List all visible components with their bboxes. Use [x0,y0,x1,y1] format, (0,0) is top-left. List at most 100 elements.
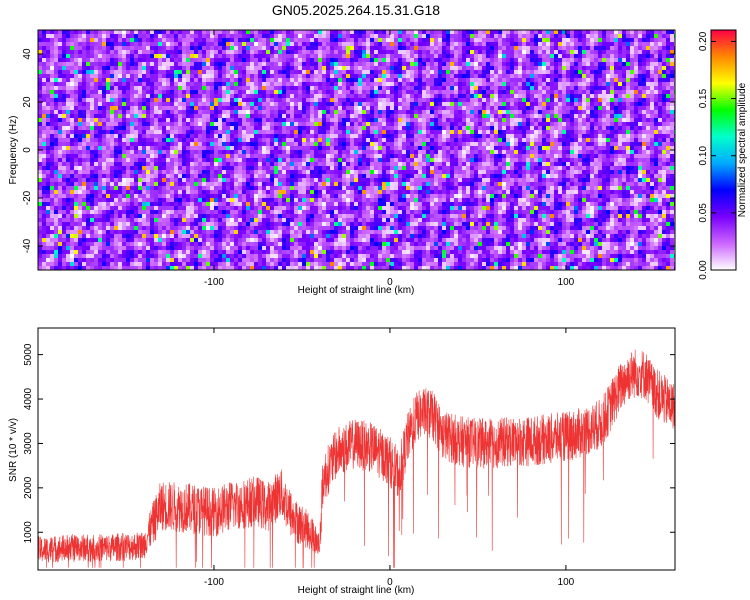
heatmap-cell [422,98,427,103]
heatmap-cell [334,82,339,87]
heatmap-cell [278,102,283,107]
heatmap-cell [270,74,275,79]
heatmap-cell [178,62,183,67]
heatmap-cell [482,146,487,151]
heatmap-cell [510,94,515,99]
heatmap-cell [554,118,559,123]
heatmap-cell [290,58,295,63]
heatmap-cell [226,114,231,119]
heatmap-cell [502,102,507,107]
heatmap-cell [586,142,591,147]
heatmap-cell [210,54,215,59]
heatmap-cell [566,86,571,91]
heatmap-cell [510,30,515,35]
heatmap-cell [610,50,615,55]
heatmap-cell [330,86,335,91]
heatmap-cell [98,34,103,39]
heatmap-cell [630,118,635,123]
heatmap-cell [398,70,403,75]
heatmap-cell [402,38,407,43]
heatmap-cell [122,94,127,99]
heatmap-cell [554,138,559,143]
heatmap-cell [58,78,63,83]
heatmap-cell [150,150,155,155]
heatmap-cell [366,110,371,115]
heatmap-cell [278,90,283,95]
heatmap-cell [450,82,455,87]
heatmap-cell [326,70,331,75]
heatmap-cell [374,114,379,119]
heatmap-cell [206,90,211,95]
heatmap-cell [386,114,391,119]
heatmap-cell [402,114,407,119]
heatmap-cell [650,106,655,111]
heatmap-cell [242,34,247,39]
heatmap-cell [322,70,327,75]
heatmap-cell [282,126,287,131]
heatmap-cell [166,98,171,103]
heatmap-cell [418,58,423,63]
heatmap-cell [438,46,443,51]
heatmap-cell [170,106,175,111]
heatmap-cell [326,86,331,91]
heatmap-cell [362,38,367,43]
heatmap-cell [138,130,143,135]
heatmap-cell [62,110,67,115]
heatmap-cell [74,138,79,143]
heatmap-cell [538,138,543,143]
heatmap-cell [98,74,103,79]
heatmap-cell [574,66,579,71]
heatmap-cell [214,70,219,75]
heatmap-cell [646,86,651,91]
heatmap-cell [534,42,539,47]
heatmap-cell [534,94,539,99]
heatmap-cell [66,130,71,135]
heatmap-cell [58,46,63,51]
heatmap-cell [178,102,183,107]
heatmap-cell [342,150,347,155]
heatmap-cell [446,150,451,155]
heatmap-cell [566,66,571,71]
heatmap-cell [670,122,675,127]
heatmap-cell [42,38,47,43]
heatmap-cell [226,82,231,87]
heatmap-cell [42,122,47,127]
heatmap-cell [546,30,551,35]
heatmap-cell [626,50,631,55]
heatmap-cell [442,66,447,71]
heatmap-cell [634,38,639,43]
heatmap-cell [354,46,359,51]
heatmap-cell [474,122,479,127]
heatmap-cell [550,130,555,135]
heatmap-cell [270,70,275,75]
heatmap-cell [294,30,299,35]
heatmap-cell [70,122,75,127]
heatmap-cell [82,82,87,87]
heatmap-cell [70,70,75,75]
heatmap-cell [194,110,199,115]
heatmap-cell [670,50,675,55]
heatmap-cell [362,146,367,151]
heatmap-cell [450,146,455,151]
heatmap-cell [502,38,507,43]
heatmap-cell [422,86,427,91]
heatmap-cell [434,34,439,39]
heatmap-cell [154,42,159,47]
heatmap-cell [430,130,435,135]
heatmap-cell [310,86,315,91]
heatmap-cell [182,138,187,143]
heatmap-cell [134,134,139,139]
heatmap-cell [590,74,595,79]
heatmap-cell [78,34,83,39]
heatmap-cell [550,94,555,99]
heatmap-cell [418,94,423,99]
heatmap-cell [190,86,195,91]
heatmap-cell [510,74,515,79]
heatmap-cell [630,82,635,87]
heatmap-cell [602,50,607,55]
heatmap-cell [70,66,75,71]
heatmap-cell [574,118,579,123]
heatmap-cell [594,94,599,99]
heatmap-cell [470,54,475,59]
heatmap-cell [590,82,595,87]
